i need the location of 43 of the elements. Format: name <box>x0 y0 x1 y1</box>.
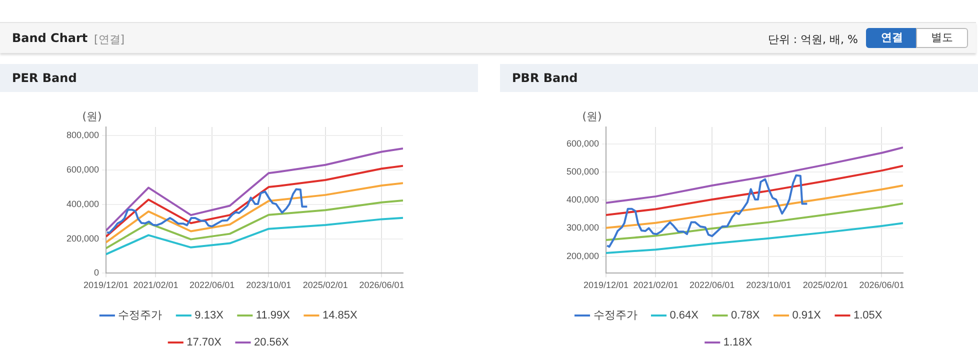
x-tick-label: 2021/02/01 <box>633 280 678 290</box>
x-tick-label: 2025/02/01 <box>302 280 348 290</box>
x-tick-label: 2023/10/01 <box>246 280 292 290</box>
x-tick-label: 2026/06/01 <box>359 280 404 290</box>
text: 별도 <box>916 28 968 48</box>
x-tick-label: 2023/10/01 <box>746 280 792 290</box>
legend-label: 14.85X <box>322 310 358 322</box>
y-tick-label: 600,000 <box>66 164 99 174</box>
legend-label: 0.64X <box>670 310 700 322</box>
text: [연결] <box>94 32 125 47</box>
y-tick-label: 400,000 <box>66 198 99 209</box>
legend-label: 수정주가 <box>593 310 638 322</box>
legend-label: 0.78X <box>731 310 760 322</box>
legend-label: 1.18X <box>723 336 753 349</box>
x-tick-label: 2025/02/01 <box>802 280 848 290</box>
y-axis-title: (원) <box>582 110 602 123</box>
text: Band Chart <box>12 31 88 45</box>
x-tick-label: 2019/12/01 <box>83 280 129 290</box>
y-tick-label: 600,000 <box>566 138 599 148</box>
text: 연결 <box>866 28 918 48</box>
y-tick-label: 200,000 <box>566 250 599 261</box>
y-tick-label: 300,000 <box>566 222 599 233</box>
text: 단위 : 억원, 배, % <box>768 32 858 47</box>
y-tick-label: 400,000 <box>566 194 599 205</box>
x-tick-label: 2022/06/01 <box>190 280 235 290</box>
y-axis-title: (원) <box>82 110 102 123</box>
x-tick-label: 2026/06/01 <box>859 280 904 290</box>
x-tick-label: 2021/02/01 <box>133 280 178 290</box>
legend-label: 1.05X <box>853 310 883 322</box>
y-tick-label: 800,000 <box>66 130 99 140</box>
y-tick-label: 200,000 <box>66 233 99 244</box>
chart-title: PER Band <box>0 64 478 92</box>
x-tick-label: 2022/06/01 <box>690 280 735 290</box>
legend-label: 수정주가 <box>118 310 162 322</box>
legend-label: 11.99X <box>256 310 291 322</box>
legend-label: 17.70X <box>186 336 222 349</box>
y-tick-label: 500,000 <box>566 166 599 176</box>
legend-label: 20.56X <box>254 336 290 349</box>
legend-label: 9.13X <box>194 310 224 322</box>
legend-label: 0.91X <box>792 310 822 322</box>
chart-title: PBR Band <box>500 64 978 92</box>
x-tick-label: 2019/12/01 <box>583 280 629 290</box>
y-tick-label: 0 <box>94 268 99 278</box>
